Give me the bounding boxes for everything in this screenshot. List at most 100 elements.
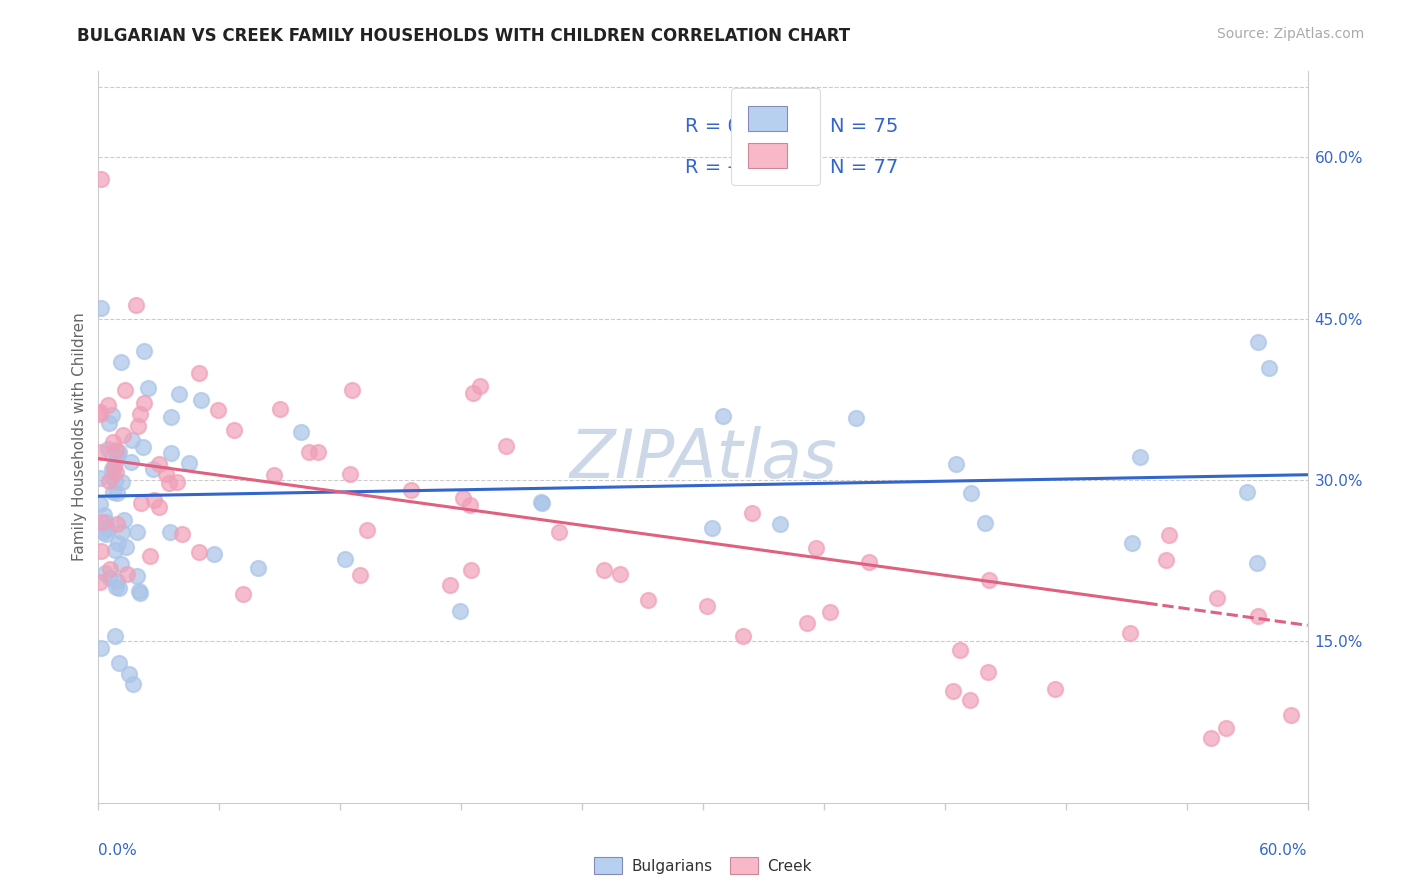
- Point: [103, 459, 125, 474]
- Point: [959, 693, 981, 707]
- Point: [105, 486, 128, 500]
- Point: [120, 455, 142, 469]
- Text: ZIPAtlas: ZIPAtlas: [569, 426, 837, 492]
- Text: R = 0.030: R = 0.030: [685, 117, 783, 136]
- Point: [247, 560, 270, 574]
- Point: [110, 558, 132, 572]
- Point: [495, 439, 517, 453]
- Point: [548, 524, 571, 539]
- Point: [845, 411, 868, 425]
- Point: [94, 566, 117, 581]
- Point: [91, 524, 114, 539]
- Point: [637, 593, 659, 607]
- Point: [94, 516, 117, 530]
- Point: [107, 535, 129, 549]
- Point: [1279, 708, 1302, 723]
- Point: [89, 445, 111, 459]
- Point: [90, 301, 112, 315]
- Point: [1257, 361, 1279, 376]
- Point: [977, 573, 1000, 587]
- Point: [339, 467, 361, 481]
- Point: [101, 464, 124, 478]
- Point: [224, 423, 246, 437]
- Point: [333, 552, 356, 566]
- Point: [96, 527, 118, 541]
- Point: [188, 545, 211, 559]
- Point: [1247, 609, 1270, 624]
- Point: [111, 475, 134, 489]
- Point: [1201, 731, 1223, 746]
- Point: [609, 566, 631, 581]
- Point: [977, 665, 1000, 680]
- Point: [114, 383, 136, 397]
- Point: [139, 549, 162, 563]
- Point: [142, 462, 165, 476]
- Point: [129, 585, 152, 599]
- Point: [942, 684, 965, 698]
- Text: 0.0%: 0.0%: [98, 843, 138, 858]
- Point: [104, 443, 127, 458]
- Point: [949, 642, 972, 657]
- Point: [115, 541, 138, 555]
- Point: [131, 496, 153, 510]
- Point: [290, 425, 312, 440]
- Point: [108, 445, 131, 459]
- Point: [592, 563, 614, 577]
- Point: [818, 605, 841, 619]
- Point: [307, 444, 329, 458]
- Point: [97, 442, 120, 456]
- Point: [110, 355, 132, 369]
- Point: [89, 574, 111, 589]
- Point: [104, 629, 127, 643]
- Point: [1236, 485, 1258, 500]
- Point: [98, 571, 121, 585]
- Point: [1154, 553, 1177, 567]
- Point: [98, 474, 121, 488]
- Point: [97, 398, 120, 412]
- Point: [269, 402, 291, 417]
- Y-axis label: Family Households with Children: Family Households with Children: [72, 313, 87, 561]
- Point: [100, 469, 122, 483]
- Point: [128, 407, 150, 421]
- Point: [98, 562, 121, 576]
- Point: [1247, 335, 1270, 350]
- Point: [104, 455, 127, 469]
- Point: [451, 491, 474, 505]
- Point: [89, 497, 111, 511]
- Point: [90, 544, 112, 558]
- Point: [696, 599, 718, 613]
- Point: [1045, 682, 1067, 697]
- Point: [232, 587, 254, 601]
- Text: BULGARIAN VS CREEK FAMILY HOUSEHOLDS WITH CHILDREN CORRELATION CHART: BULGARIAN VS CREEK FAMILY HOUSEHOLDS WIT…: [77, 27, 851, 45]
- Point: [166, 475, 188, 490]
- Point: [121, 433, 143, 447]
- Point: [1128, 450, 1150, 464]
- Point: [103, 543, 125, 558]
- Point: [460, 563, 482, 577]
- Point: [731, 629, 754, 643]
- Point: [136, 381, 159, 395]
- Point: [148, 457, 170, 471]
- Point: [468, 379, 491, 393]
- Point: [449, 604, 471, 618]
- Point: [97, 522, 120, 536]
- Point: [159, 524, 181, 539]
- Point: [101, 409, 124, 423]
- Point: [134, 396, 156, 410]
- Point: [108, 582, 131, 596]
- Point: [356, 523, 378, 537]
- Point: [160, 445, 183, 459]
- Point: [804, 541, 827, 555]
- Point: [959, 486, 981, 500]
- Point: [127, 419, 149, 434]
- Point: [105, 465, 128, 479]
- Point: [741, 506, 763, 520]
- Point: [118, 666, 141, 681]
- Point: [702, 521, 724, 535]
- Point: [93, 508, 115, 522]
- Point: [128, 584, 150, 599]
- Point: [711, 409, 734, 423]
- Point: [858, 556, 880, 570]
- Point: [89, 407, 111, 421]
- Point: [190, 392, 212, 407]
